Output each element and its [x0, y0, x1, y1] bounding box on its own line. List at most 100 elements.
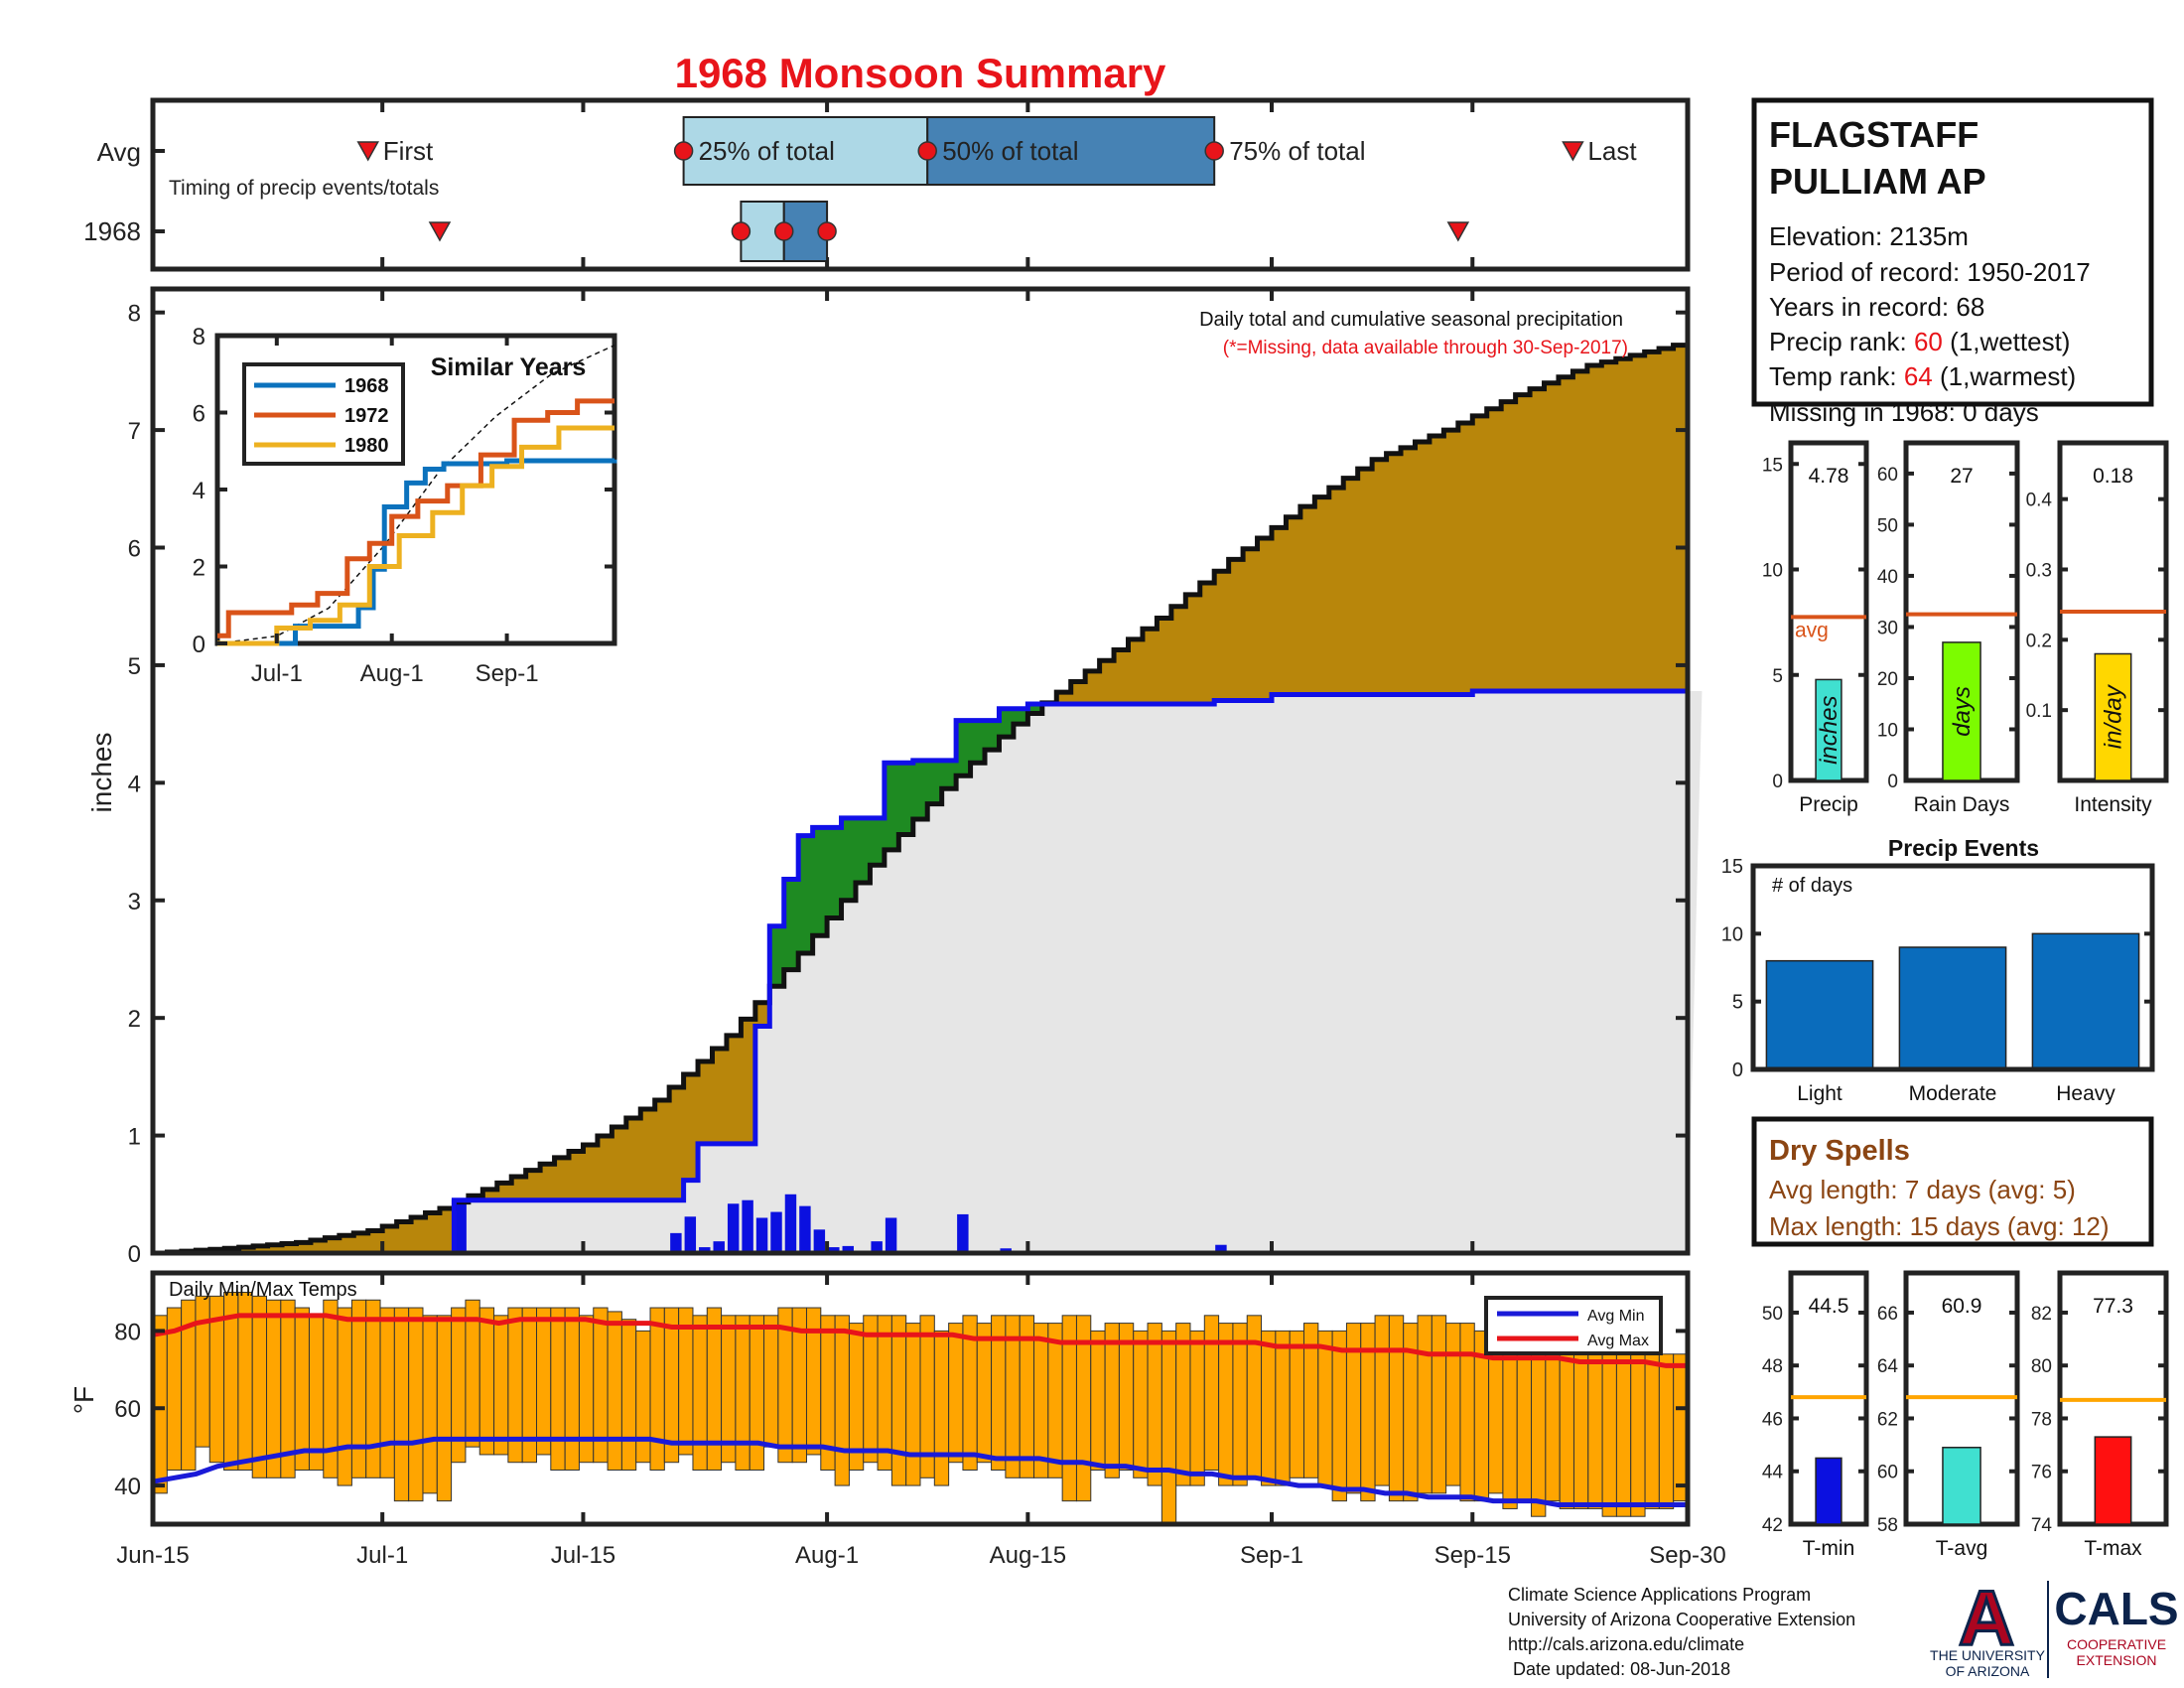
temp-chart: 40 60 80 Jun-15 Jul-1 Jul-15 Aug-1 Aug-15 Sep-1 S…	[68, 1270, 1726, 1569]
daily-temp-bar	[379, 1307, 395, 1478]
stat-y-tick-label: 5	[1772, 666, 1783, 687]
daily-temp-bar	[692, 1315, 708, 1472]
daily-precip-bar	[799, 1205, 811, 1253]
daily-temp-bar	[1516, 1337, 1533, 1502]
inset-y-tick-label: 4	[193, 478, 205, 504]
daily-precip-bar	[713, 1241, 725, 1253]
precip-events-y-tick-label: 0	[1732, 1059, 1743, 1081]
daily-temp-bar	[1289, 1330, 1304, 1478]
avg-min-temp-line	[152, 1436, 1688, 1508]
cals-logo-wordmark: CALS	[2054, 1583, 2178, 1634]
daily-temp-bar	[678, 1307, 694, 1456]
daily-temp-bar	[620, 1319, 637, 1472]
dry-spells-frame	[1751, 1116, 2154, 1247]
inset-average-line	[216, 345, 615, 644]
y-tick-label: 2	[128, 1006, 141, 1033]
inset-y-tick-label: 0	[193, 632, 205, 658]
precip-events-frame	[1750, 863, 2155, 1072]
stat-panel-label: T-min	[1803, 1537, 1855, 1560]
dry-spells-box: Dry Spells Avg length: 7 days (avg: 5) M…	[1751, 1116, 2154, 1247]
stat-y-tick-label: 42	[1762, 1515, 1783, 1536]
stat-y-tick-label: 66	[1877, 1304, 1898, 1325]
daily-temp-bar	[237, 1291, 253, 1472]
precip-rank-suffix: (1,wettest)	[1943, 327, 2071, 356]
daily-temp-bar	[976, 1323, 993, 1464]
precip-events-y-tick-label: 5	[1732, 992, 1743, 1014]
temp-rank-suffix: (1,warmest)	[1933, 361, 2076, 391]
daily-precip-bar	[957, 1213, 969, 1253]
daily-temp-bar	[1374, 1315, 1390, 1486]
stat-y-tick-label: 46	[1762, 1409, 1783, 1430]
y-tick-label: 5	[128, 653, 141, 680]
daily-temp-bar	[1502, 1345, 1518, 1509]
stat-value-label: 60.9	[1942, 1295, 1982, 1318]
legend-label-avg-max: Avg Max	[1587, 1333, 1649, 1349]
date-tick-label: Jul-15	[551, 1542, 615, 1569]
daily-temp-bar	[863, 1315, 879, 1464]
cals-logo-line1: COOPERATIVE	[2067, 1636, 2166, 1652]
y-tick-label: 0	[128, 1241, 141, 1268]
daily-temp-bar	[1658, 1353, 1675, 1509]
stat-y-tick-label: 0.4	[2026, 491, 2053, 511]
stat-y-tick-label: 40	[1877, 567, 1898, 588]
station-name-line2: PULLIAM AP	[1769, 161, 1986, 202]
y-tick-label: 1	[128, 1124, 141, 1151]
stat-y-tick-label: 0.2	[2026, 631, 2052, 651]
avg-timing-box-upper	[926, 116, 1216, 186]
inset-series-line-1972	[217, 398, 614, 638]
missing-days: Missing in 1968: 0 days	[1769, 397, 2039, 427]
precip-rank-prefix: Precip rank:	[1769, 327, 1914, 356]
station-name-line1: FLAGSTAFF	[1769, 114, 1979, 155]
daily-temp-bar	[1175, 1323, 1191, 1486]
missing-note: (*=Missing, data available through 30-Se…	[1223, 338, 1628, 358]
stat-panel-label: Precip	[1799, 793, 1858, 816]
daily-temp-bar	[365, 1299, 381, 1478]
daily-temp-bar	[1189, 1330, 1205, 1486]
daily-temp-bar	[1545, 1337, 1561, 1502]
daily-temp-bar	[564, 1307, 580, 1472]
inset-legend: 1968 1972 1980	[242, 362, 405, 466]
date-tick-label: Aug-1	[795, 1542, 859, 1569]
stat-y-tick-label: 50	[1762, 1304, 1783, 1325]
stat-value-bar	[2094, 652, 2132, 781]
stat-value-bar	[2094, 1436, 2132, 1525]
daily-precip-bar	[842, 1245, 854, 1253]
precip-annotation: Daily total and cumulative seasonal prec…	[1199, 309, 1623, 331]
legend-label-1968: 1968	[344, 375, 389, 397]
stat-y-tick-label: 76	[2031, 1463, 2052, 1483]
similar-years-inset: 0 2 4 6 8 Jul-1 Aug-1 Sep-1 Similar Years 1968 …	[193, 324, 617, 687]
precip-frame	[150, 286, 1691, 1256]
stat-panel-label: T-avg	[1936, 1537, 1988, 1560]
daily-temp-bar	[706, 1307, 723, 1472]
temp-marks-layer	[152, 1291, 1689, 1525]
daily-precip-bar	[813, 1229, 826, 1253]
stat-y-tick-label: 0.1	[2026, 701, 2052, 722]
stat-value-bar	[1942, 641, 1981, 781]
figure-title: 1968 Monsoon Summary	[675, 50, 1166, 96]
daily-precip-bar	[684, 1216, 697, 1253]
daily-temp-bar	[1531, 1345, 1547, 1517]
temp-frame	[150, 1270, 1691, 1527]
daily-temp-bar	[607, 1311, 622, 1472]
daily-temp-bar	[1133, 1330, 1149, 1478]
timing-panel: First 25% of total 50% of total 75% of tota…	[83, 97, 1691, 272]
year-p50-marker	[773, 221, 794, 241]
daily-temp-bar	[436, 1315, 453, 1502]
daily-temp-bar	[1203, 1315, 1220, 1472]
avg-first-marker	[356, 141, 380, 162]
year-p75-marker	[817, 221, 837, 241]
daily-temp-bar	[1246, 1315, 1263, 1478]
daily-precip-bar	[455, 1199, 467, 1253]
daily-precip-bar	[885, 1217, 897, 1253]
date-tick-label: Jun-15	[116, 1542, 189, 1569]
stat-y-tick-label: 10	[1762, 561, 1783, 582]
daily-temp-bar	[1630, 1345, 1646, 1517]
daily-temp-bar	[1459, 1323, 1475, 1502]
daily-precip-bar	[784, 1194, 797, 1253]
year-p25-marker	[731, 221, 751, 241]
ua-logo-line2: OF ARIZONA	[1946, 1663, 2030, 1679]
stat-y-tick-label: 50	[1877, 515, 1898, 536]
temp-y-tick-label: 60	[114, 1396, 141, 1423]
dry-spells-avg-length: Avg length: 7 days (avg: 5)	[1769, 1175, 2076, 1204]
stat-value-bar	[1942, 1447, 1981, 1525]
